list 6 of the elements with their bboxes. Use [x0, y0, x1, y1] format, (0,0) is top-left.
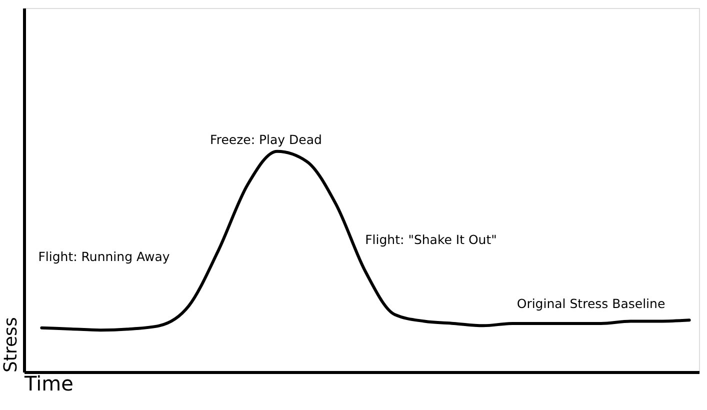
- annotation: Original Stress Baseline: [516, 296, 666, 311]
- x-axis-title: Time: [24, 372, 74, 396]
- annotation: Flight: Running Away: [38, 249, 170, 264]
- annotation: Flight: "Shake It Out": [365, 232, 497, 247]
- y-axis-title: Stress: [0, 317, 22, 372]
- text: Freeze: Play Dead: [210, 132, 322, 147]
